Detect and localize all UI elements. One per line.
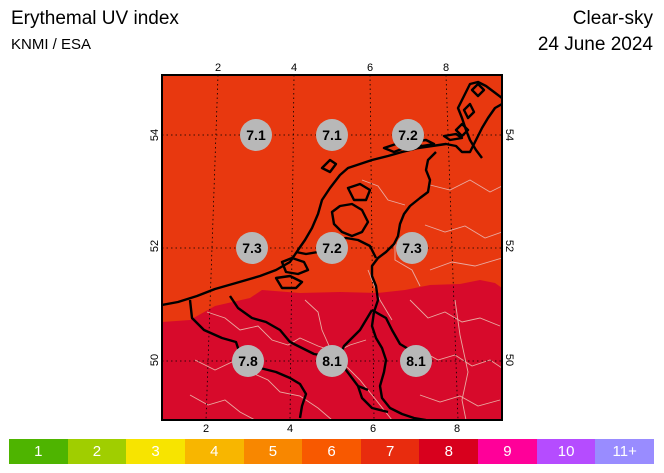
uv-value-circle — [316, 232, 348, 264]
sky-condition: Clear-sky — [572, 8, 653, 29]
uv-value-circle — [400, 345, 432, 377]
uv-markers: 7.1 7.1 7.2 7.3 7.2 7.3 7.8 8.1 8.1 — [232, 119, 432, 377]
uv-value-marker: 7.3 — [236, 232, 268, 264]
lon-tick-top-8: 8 — [443, 62, 449, 74]
legend-cell-3: 3 — [126, 439, 185, 464]
tick-labels: 2 4 6 8 2 4 6 8 54 52 50 54 52 50 — [149, 62, 515, 435]
coastline — [162, 80, 502, 420]
lat-tick-right-50: 50 — [503, 354, 515, 366]
lat-tick-left-50: 50 — [149, 354, 161, 366]
uv-value-label: 7.1 — [322, 127, 342, 143]
lat-tick-right-52: 52 — [503, 240, 515, 252]
uv-value-label: 8.1 — [322, 353, 342, 369]
legend-cell-1: 1 — [9, 439, 68, 464]
uv-value-label: 7.2 — [322, 240, 342, 256]
uv-value-label: 7.1 — [246, 127, 266, 143]
legend-cell-9: 9 — [478, 439, 537, 464]
land-borders — [189, 179, 502, 420]
uv-value-circle — [392, 119, 424, 151]
uv-value-circle — [232, 345, 264, 377]
uv-value-marker: 7.1 — [240, 119, 272, 151]
lon-tick-bottom-2: 2 — [203, 423, 209, 435]
uv-value-label: 8.1 — [406, 353, 426, 369]
lon-tick-bottom-6: 6 — [370, 423, 376, 435]
uv-value-marker: 8.1 — [400, 345, 432, 377]
uv-value-circle — [316, 345, 348, 377]
legend-cell-2: 2 — [67, 439, 127, 464]
lon-tick-top-2: 2 — [215, 62, 221, 74]
map-frame — [161, 74, 503, 421]
legend-cell-5: 5 — [243, 439, 303, 464]
legend-cell-6: 6 — [302, 439, 361, 464]
uv-value-label: 7.3 — [242, 240, 262, 256]
legend-cell-7: 7 — [360, 439, 420, 464]
uv-value-circle — [316, 119, 348, 151]
uv-value-circle — [236, 232, 268, 264]
lat-tick-left-52: 52 — [149, 240, 161, 252]
legend-cell-8: 8 — [419, 439, 479, 464]
uv-value-label: 7.8 — [238, 353, 258, 369]
forecast-date: 24 June 2024 — [537, 34, 653, 55]
uv-value-circle — [240, 119, 272, 151]
uv-legend: 1 2 3 4 5 6 7 8 9 10 11+ — [9, 439, 655, 464]
lat-tick-left-54: 54 — [149, 129, 161, 141]
legend-cell-10: 10 — [536, 439, 596, 464]
uv-value-label: 7.3 — [402, 240, 422, 256]
legend-cell-11: 11+ — [595, 439, 655, 464]
lon-tick-top-6: 6 — [367, 62, 373, 74]
uv-value-marker: 8.1 — [316, 345, 348, 377]
lon-tick-top-4: 4 — [291, 62, 297, 74]
uv-value-circle — [396, 232, 428, 264]
lon-tick-bottom-4: 4 — [287, 423, 293, 435]
uv-value-marker: 7.3 — [396, 232, 428, 264]
lon-tick-bottom-8: 8 — [454, 423, 460, 435]
lat-tick-right-54: 54 — [503, 129, 515, 141]
data-source: KNMI / ESA — [11, 36, 92, 53]
uv-value-marker: 7.8 — [232, 345, 264, 377]
uv-value-marker: 7.1 — [316, 119, 348, 151]
uv-value-marker: 7.2 — [316, 232, 348, 264]
map-title: Erythemal UV index — [11, 8, 179, 29]
uv-value-label: 7.2 — [398, 127, 418, 143]
legend-cell-4: 4 — [184, 439, 244, 464]
uv-value-marker: 7.2 — [392, 119, 424, 151]
